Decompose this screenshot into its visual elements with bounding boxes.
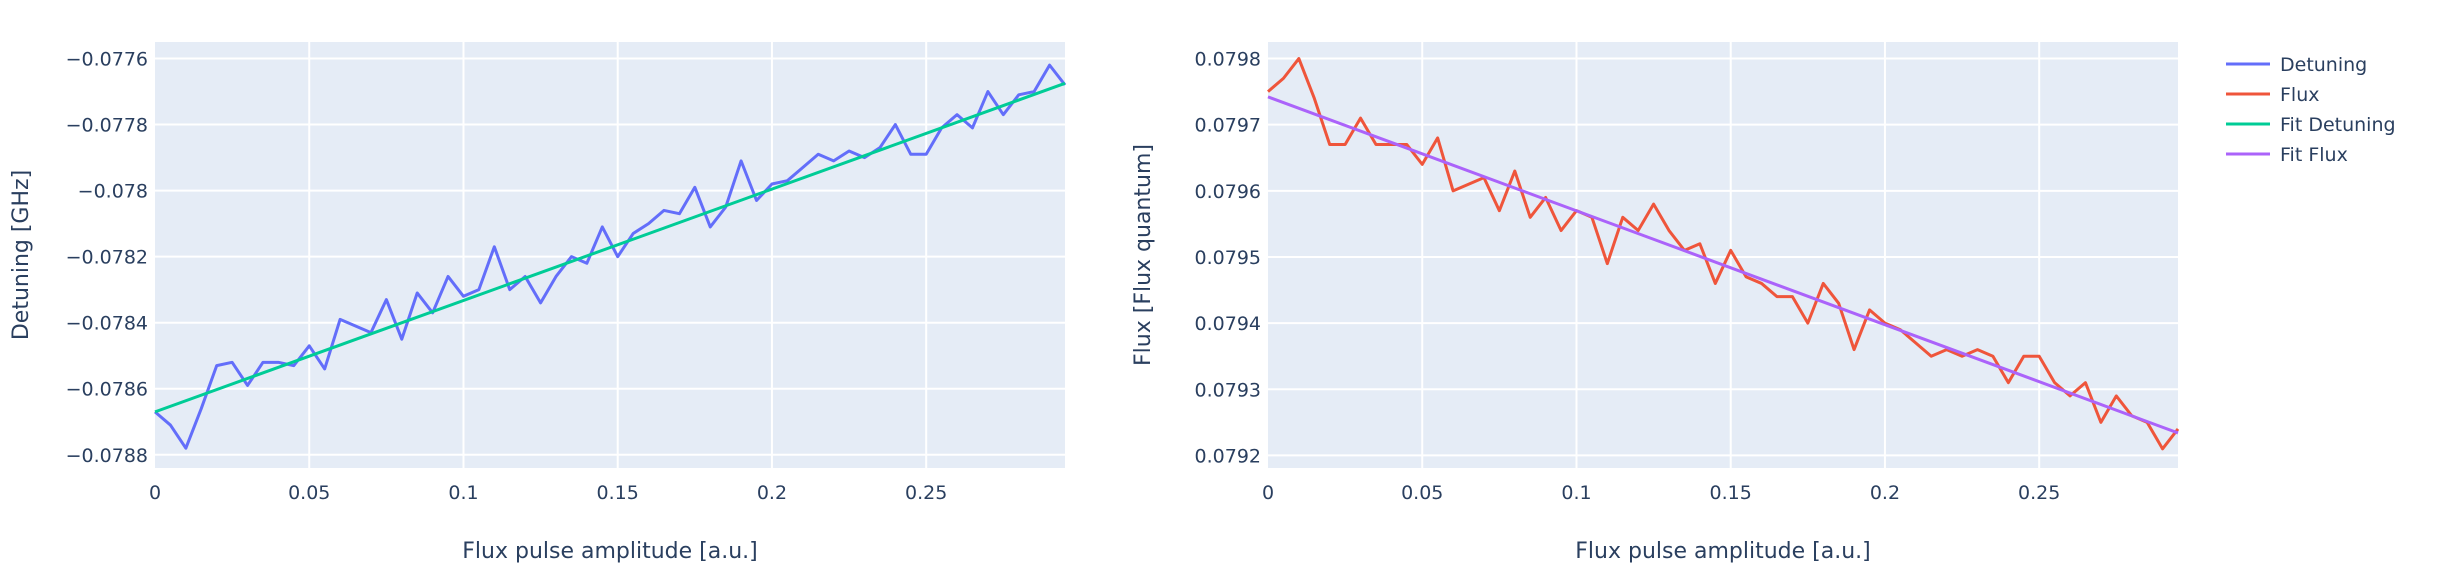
detuning-y-tick-label: −0.0782 (66, 247, 148, 269)
series-line-detuning[interactable] (154, 63, 1067, 450)
detuning-x-tick-label: 0.05 (288, 482, 330, 504)
detuning-plot-y-axis-label: Detuning [GHz] (9, 170, 34, 340)
detuning-plot-grid (155, 42, 1065, 468)
detuning-y-tick-label: −0.0784 (66, 313, 148, 335)
detuning-x-tick-label: 0.15 (597, 482, 639, 504)
flux-plot-background (1268, 42, 2178, 468)
detuning-x-tick-label: 0 (149, 482, 161, 504)
flux-y-tick-label: 0.0796 (1195, 181, 1261, 203)
legend-item-flux[interactable]: Flux (2226, 84, 2320, 106)
series-line-fit-flux[interactable] (1267, 95, 2179, 435)
flux-y-tick-label: 0.0794 (1195, 313, 1261, 335)
legend-label-fit-detuning: Fit Detuning (2280, 114, 2396, 136)
legend-label-detuning: Detuning (2280, 54, 2367, 76)
detuning-y-tick-label: −0.0778 (66, 115, 148, 137)
series-line-fit-detuning[interactable] (154, 81, 1066, 414)
detuning-y-tick-label: −0.0788 (66, 445, 148, 467)
flux-plot: 0 0.05 0.1 0.15 0.2 0.25 0.0792 0.0793 0.0794 0.0… (1131, 42, 2180, 564)
series-line-flux[interactable] (1267, 57, 2180, 451)
flux-plot-x-axis-label: Flux pulse amplitude [a.u.] (1575, 539, 1870, 564)
detuning-y-tick-label: −0.078 (78, 181, 148, 203)
flux-plot-ticks: 0 0.05 0.1 0.15 0.2 0.25 0.0792 0.0793 0.0794 0.0… (1195, 49, 2061, 504)
detuning-x-tick-label: 0.2 (757, 482, 787, 504)
legend-label-fit-flux: Fit Flux (2280, 144, 2348, 166)
detuning-plot-ticks: 0 0.05 0.1 0.15 0.2 0.25 −0.0788 −0.0786 −0.0784… (66, 49, 948, 504)
flux-plot-grid (1268, 42, 2178, 468)
legend-item-fit-flux[interactable]: Fit Flux (2226, 144, 2348, 166)
detuning-y-tick-label: −0.0776 (66, 49, 148, 71)
flux-x-tick-label: 0 (1262, 482, 1274, 504)
flux-y-tick-label: 0.0798 (1195, 49, 1261, 71)
flux-y-tick-label: 0.0793 (1195, 379, 1261, 401)
flux-plot-series[interactable] (1267, 57, 2180, 451)
detuning-plot-background (155, 42, 1065, 468)
detuning-plot-x-axis-label: Flux pulse amplitude [a.u.] (462, 539, 757, 564)
flux-x-tick-label: 0.1 (1561, 482, 1591, 504)
legend-label-flux: Flux (2280, 84, 2320, 106)
flux-x-tick-label: 0.25 (2018, 482, 2060, 504)
flux-x-tick-label: 0.15 (1710, 482, 1752, 504)
flux-x-tick-label: 0.05 (1401, 482, 1443, 504)
detuning-y-tick-label: −0.0786 (66, 379, 148, 401)
flux-y-tick-label: 0.0792 (1195, 445, 1261, 467)
flux-x-tick-label: 0.2 (1870, 482, 1900, 504)
flux-plot-y-axis-label: Flux [Flux quantum] (1131, 144, 1156, 366)
flux-y-tick-label: 0.0795 (1195, 247, 1261, 269)
legend-item-detuning[interactable]: Detuning (2226, 54, 2367, 76)
detuning-x-tick-label: 0.1 (448, 482, 478, 504)
legend-item-fit-detuning[interactable]: Fit Detuning (2226, 114, 2396, 136)
detuning-x-tick-label: 0.25 (905, 482, 947, 504)
detuning-plot-series[interactable] (154, 63, 1067, 450)
legend: Detuning Flux Fit Detuning Fit Flux (2226, 54, 2396, 166)
detuning-plot: 0 0.05 0.1 0.15 0.2 0.25 −0.0788 −0.0786 −0.0784… (9, 42, 1067, 564)
flux-y-tick-label: 0.0797 (1195, 115, 1261, 137)
